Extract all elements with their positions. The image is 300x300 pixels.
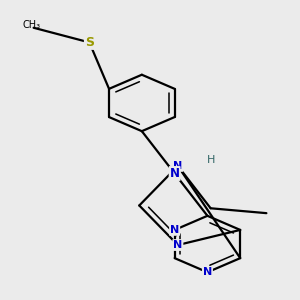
Text: H: H (206, 155, 215, 165)
Text: N: N (170, 225, 179, 235)
Text: CH₃: CH₃ (22, 20, 41, 30)
Text: S: S (85, 36, 94, 49)
Text: N: N (173, 161, 182, 171)
Text: N: N (169, 167, 180, 180)
Text: N: N (173, 240, 182, 250)
Text: N: N (203, 267, 212, 277)
